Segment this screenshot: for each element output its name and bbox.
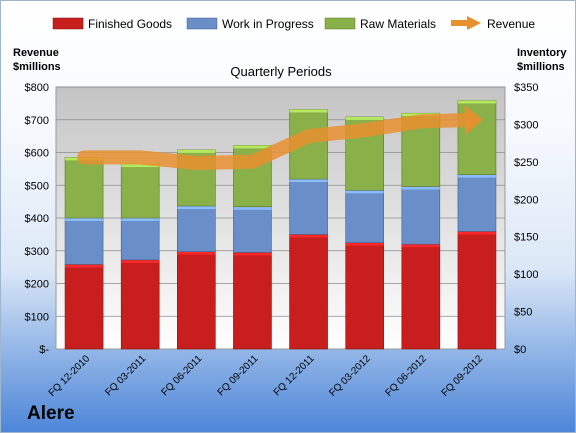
company-name: Alere [27, 403, 75, 424]
right-axis-tick-label: $100 [514, 269, 538, 281]
bar-segment-highlight [177, 149, 216, 153]
bar-segment-highlight [401, 186, 440, 190]
bar-segment-highlight [457, 174, 496, 178]
bar-segment [289, 234, 328, 350]
bar-segment [457, 231, 497, 350]
bar-segment-highlight [289, 234, 328, 238]
right-axis-label-line1: Inventory [517, 47, 567, 59]
left-axis-tick-label: $400 [25, 213, 49, 225]
bar-segment-highlight [233, 206, 272, 210]
bar-segment-highlight [177, 251, 216, 255]
bar-segment-highlight [121, 218, 160, 221]
category-tick-label: FQ 09-2012 [440, 353, 486, 399]
bar-segment [233, 252, 272, 350]
legend-label-work-in-progress: Work in Progress [222, 17, 314, 31]
right-axis-tick-label: $350 [514, 82, 538, 94]
bar-segment [289, 178, 328, 235]
category-tick-label: FQ 03-2012 [327, 353, 373, 399]
bar-segment [401, 243, 441, 350]
left-axis-tick-label: $800 [25, 82, 49, 94]
right-axis-tick-label: $0 [514, 344, 526, 356]
bar-segment [401, 186, 441, 245]
right-axis-tick-label: $200 [514, 194, 538, 206]
bar-segment-highlight [65, 264, 104, 268]
bar-segment-highlight [233, 252, 272, 256]
bar-segment [177, 251, 216, 350]
bar-segment-highlight [457, 231, 496, 235]
bar-segment [177, 205, 216, 252]
right-axis-tick-label: $300 [514, 119, 538, 131]
legend-swatch-work-in-progress [186, 17, 218, 30]
category-tick-label: FQ 12-2011 [272, 353, 317, 398]
left-axis-tick-label: $100 [25, 311, 49, 323]
bar-segment [120, 259, 160, 350]
legend-label-finished-goods: Finished Goods [88, 17, 172, 31]
left-axis-label-line1: Revenue [13, 47, 59, 59]
bar-segment [120, 163, 160, 219]
bars [64, 100, 497, 350]
bar-segment-highlight [457, 100, 496, 104]
bar-segment-highlight [289, 179, 328, 183]
legend-swatch-raw-materials [324, 17, 356, 30]
left-axis-tick-label: $500 [25, 180, 49, 192]
left-axis-tick-label: $700 [25, 115, 49, 127]
bar-segment [120, 217, 160, 261]
category-tick-label: FQ 12-2010 [47, 353, 93, 399]
left-axis-tick-label: $- [39, 344, 49, 356]
bar-segment-highlight [401, 244, 440, 248]
category-tick-label: FQ 06-2011 [159, 353, 204, 398]
bar-segment [64, 217, 104, 265]
category-tick-label: FQ 03-2011 [103, 353, 148, 398]
bar-segment-highlight [345, 190, 384, 194]
bar-segment-highlight [177, 206, 216, 210]
legend-label-raw-materials: Raw Materials [360, 17, 436, 31]
bar-segment [345, 242, 384, 350]
bar-segment-highlight [289, 109, 328, 113]
left-axis-tick-label: $600 [25, 148, 49, 160]
right-axis-tick-label: $150 [514, 232, 538, 244]
bar-segment [233, 206, 272, 253]
bar-segment-highlight [65, 218, 104, 221]
bar-segment-highlight [121, 259, 160, 263]
left-axis-label-line2: $millions [13, 61, 61, 73]
right-axis-label-line2: $millions [517, 61, 565, 73]
category-tick-label: FQ 06-2012 [383, 353, 429, 399]
right-axis-tick-label: $50 [514, 307, 532, 319]
legend-swatch-finished-goods [52, 17, 84, 30]
revenue-arrowhead [464, 105, 483, 136]
bar-segment-highlight [345, 242, 384, 246]
revenue-series [77, 105, 483, 170]
left-axis-tick-label: $200 [25, 279, 49, 291]
legend-arrowhead-revenue [467, 16, 481, 30]
bar-segment-highlight [233, 145, 272, 149]
bar-segment [345, 190, 384, 244]
bar-segment [457, 100, 497, 175]
revenue-line [77, 113, 472, 170]
category-tick-label: FQ 09-2011 [216, 353, 261, 398]
legend-label-revenue: Revenue [487, 17, 535, 31]
bar-segment [64, 157, 104, 219]
bar-segment [64, 264, 104, 350]
legend: Finished Goods Work in Progress Raw Mate… [52, 16, 535, 31]
bar-segment-highlight [345, 116, 384, 120]
right-axis-tick-label: $250 [514, 157, 538, 169]
bar-segment [457, 174, 497, 232]
bar-segment-highlight [121, 164, 160, 168]
chart-title: Quarterly Periods [230, 64, 332, 79]
left-axis-tick-label: $300 [25, 246, 49, 258]
